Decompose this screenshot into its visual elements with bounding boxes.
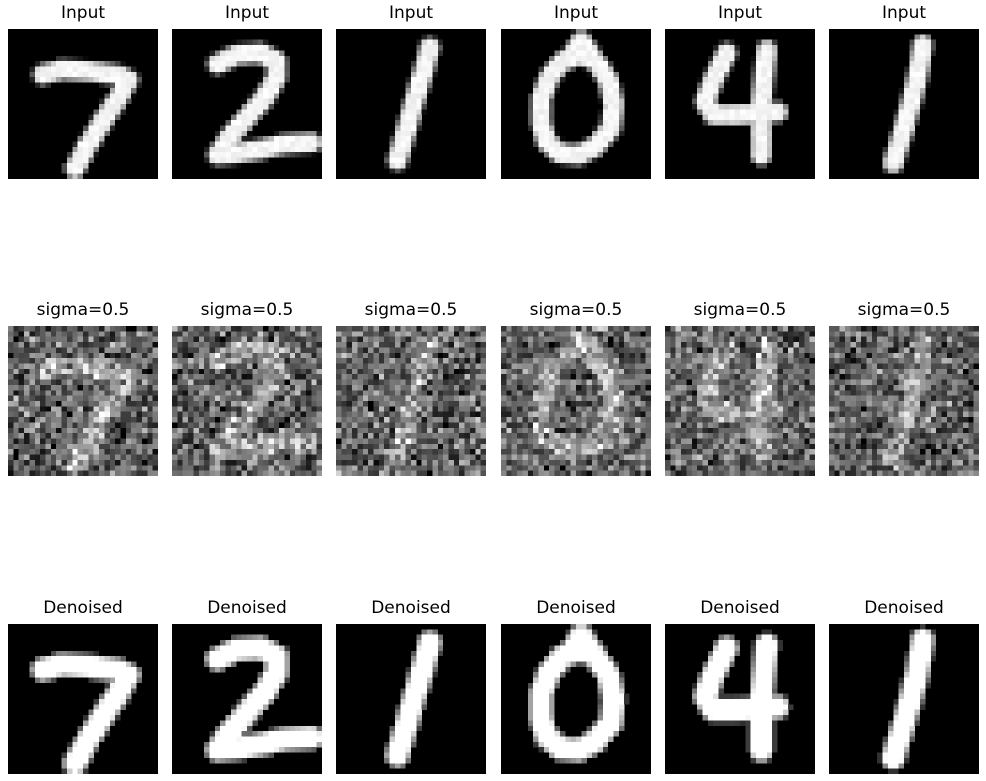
digit-image-noisy bbox=[8, 326, 158, 476]
panel-denoised-4: Denoised bbox=[501, 598, 651, 774]
panel-title-noisy: sigma=0.5 bbox=[693, 300, 787, 320]
panel-title-noisy: sigma=0.5 bbox=[200, 300, 294, 320]
panel-title-noisy: sigma=0.5 bbox=[36, 300, 130, 320]
digit-image-input bbox=[8, 29, 158, 179]
digit-image-noisy bbox=[336, 326, 486, 476]
digit-image-input bbox=[172, 29, 322, 179]
digit-image-denoised bbox=[829, 624, 979, 774]
panel-noisy-1: sigma=0.5 bbox=[8, 300, 158, 476]
panel-title-input: Input bbox=[224, 3, 270, 23]
digit-image-denoised bbox=[8, 624, 158, 774]
panel-title-denoised: Denoised bbox=[43, 598, 123, 618]
panel-title-input: Input bbox=[553, 3, 599, 23]
digit-image-input bbox=[665, 29, 815, 179]
panel-title-input: Input bbox=[60, 3, 106, 23]
panel-title-noisy: sigma=0.5 bbox=[529, 300, 623, 320]
panel-noisy-2: sigma=0.5 bbox=[172, 300, 322, 476]
digit-image-denoised bbox=[172, 624, 322, 774]
panel-title-denoised: Denoised bbox=[371, 598, 451, 618]
panel-input-4: Input bbox=[501, 3, 651, 179]
panel-title-input: Input bbox=[881, 3, 927, 23]
panel-title-denoised: Denoised bbox=[864, 598, 944, 618]
panel-denoised-1: Denoised bbox=[8, 598, 158, 774]
panel-title-noisy: sigma=0.5 bbox=[364, 300, 458, 320]
panel-title-denoised: Denoised bbox=[207, 598, 287, 618]
panel-noisy-3: sigma=0.5 bbox=[336, 300, 486, 476]
digit-image-input bbox=[501, 29, 651, 179]
digit-image-noisy bbox=[172, 326, 322, 476]
panel-input-3: Input bbox=[336, 3, 486, 179]
panel-input-5: Input bbox=[665, 3, 815, 179]
digit-image-denoised bbox=[665, 624, 815, 774]
panel-title-denoised: Denoised bbox=[536, 598, 616, 618]
panel-denoised-3: Denoised bbox=[336, 598, 486, 774]
panel-noisy-6: sigma=0.5 bbox=[829, 300, 979, 476]
digit-image-denoised bbox=[336, 624, 486, 774]
panel-denoised-5: Denoised bbox=[665, 598, 815, 774]
panel-title-noisy: sigma=0.5 bbox=[857, 300, 951, 320]
digit-image-noisy bbox=[829, 326, 979, 476]
panel-title-denoised: Denoised bbox=[700, 598, 780, 618]
panel-noisy-4: sigma=0.5 bbox=[501, 300, 651, 476]
panel-input-6: Input bbox=[829, 3, 979, 179]
digit-image-input bbox=[336, 29, 486, 179]
digit-image-denoised bbox=[501, 624, 651, 774]
digit-image-noisy bbox=[501, 326, 651, 476]
panel-input-2: Input bbox=[172, 3, 322, 179]
panel-denoised-2: Denoised bbox=[172, 598, 322, 774]
panel-noisy-5: sigma=0.5 bbox=[665, 300, 815, 476]
panel-title-input: Input bbox=[388, 3, 434, 23]
panel-denoised-6: Denoised bbox=[829, 598, 979, 774]
panel-input-1: Input bbox=[8, 3, 158, 179]
panel-title-input: Input bbox=[717, 3, 763, 23]
digit-image-input bbox=[829, 29, 979, 179]
digit-image-noisy bbox=[665, 326, 815, 476]
